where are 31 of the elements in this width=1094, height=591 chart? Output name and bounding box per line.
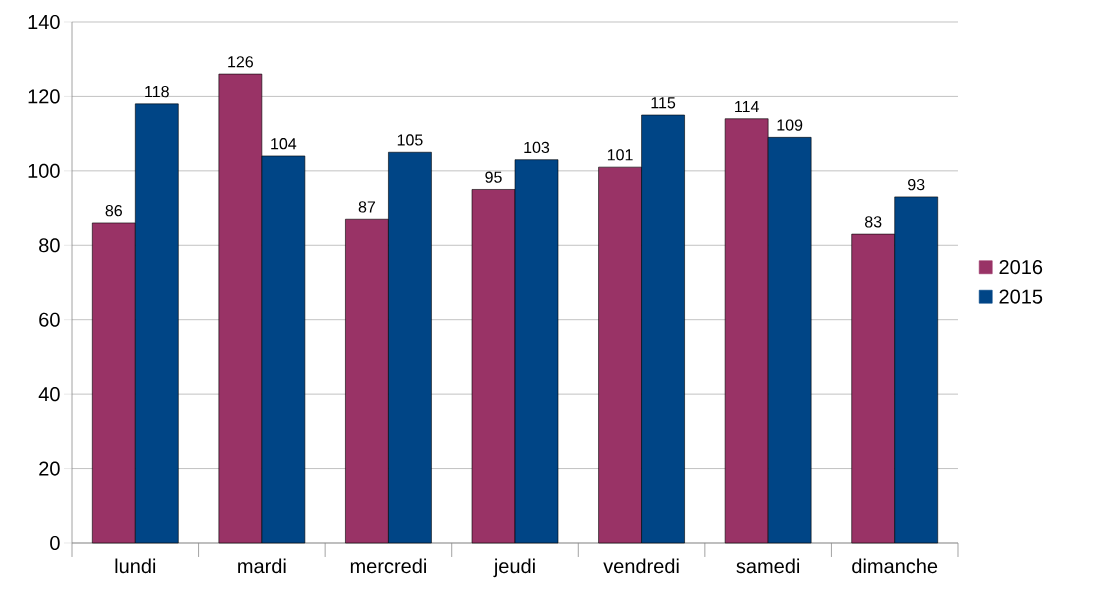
- x-tick-label: dimanche: [852, 558, 938, 574]
- data-label: 103: [524, 141, 550, 154]
- y-tick-label: 100: [28, 163, 60, 178]
- x-tick-label: mercredi: [350, 558, 426, 574]
- legend-label: 2015: [999, 289, 1043, 304]
- data-label: 104: [271, 138, 297, 150]
- y-tick-label: 0: [50, 535, 60, 551]
- y-tick-label: 120: [28, 89, 60, 104]
- data-label: 105: [397, 134, 423, 146]
- data-label: 114: [735, 101, 759, 113]
- y-tick-label: 40: [38, 387, 60, 402]
- data-label: 87: [358, 201, 376, 213]
- data-label: 83: [865, 216, 882, 228]
- x-tick-label: jeudi: [493, 558, 535, 578]
- data-label: 95: [485, 171, 502, 183]
- x-tick-label: lundi: [115, 558, 156, 574]
- y-tick-label: 140: [28, 14, 60, 30]
- data-label: 93: [908, 178, 925, 191]
- y-tick-label: 20: [39, 461, 60, 476]
- data-label: 109: [777, 119, 803, 131]
- x-tick-label: vendredi: [603, 558, 679, 574]
- data-label: 115: [651, 97, 676, 109]
- data-label: 126: [228, 56, 253, 68]
- y-tick-label: 60: [39, 312, 60, 327]
- x-tick-label: mardi: [238, 558, 286, 574]
- x-tick-label: samedi: [736, 558, 800, 574]
- data-label: 118: [145, 85, 169, 98]
- legend-label: 2016: [999, 260, 1043, 275]
- y-tick-label: 80: [39, 238, 60, 253]
- data-label: 86: [105, 204, 122, 217]
- data-label: 101: [607, 149, 633, 161]
